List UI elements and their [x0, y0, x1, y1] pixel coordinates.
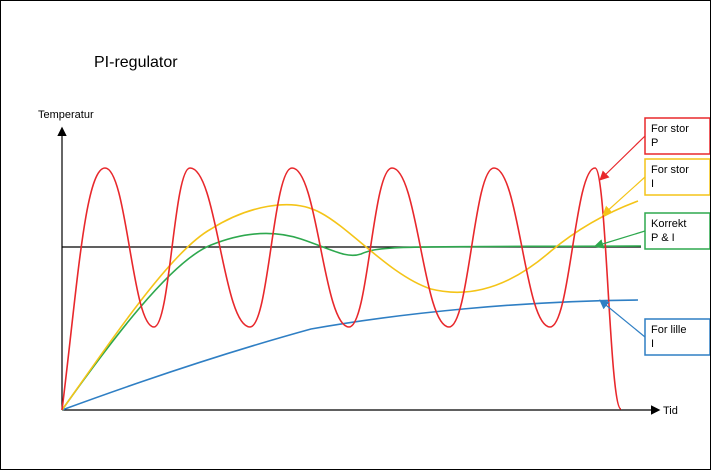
pointer-arrow-blue [599, 299, 646, 338]
label-for-stor-p-line2: P [651, 137, 658, 149]
label-for-lille-i-line1: For lille [651, 324, 686, 336]
label-box-for-stor-p: For stor P [644, 117, 710, 155]
y-axis-label: Temperatur [38, 109, 94, 121]
pointer-arrow-yellow [602, 176, 646, 216]
curve-for-stor-p [61, 167, 622, 411]
label-box-korrekt: Korrekt P & I [644, 212, 710, 250]
label-korrekt-line1: Korrekt [651, 218, 686, 230]
curve-korrekt-p-i [61, 232, 642, 411]
pointer-arrow-green [593, 230, 646, 249]
label-for-stor-p-line1: For stor [651, 123, 689, 135]
label-for-lille-i-line2: I [651, 338, 654, 350]
label-box-for-lille-i: For lille I [644, 318, 710, 356]
label-for-stor-i-line1: For stor [651, 164, 689, 176]
label-korrekt-line2: P & I [651, 232, 675, 244]
label-box-for-stor-i: For stor I [644, 158, 710, 196]
x-axis-label: Tid [663, 405, 678, 417]
diagram-title: PI-regulator [94, 54, 178, 71]
pointer-arrow-red [599, 135, 646, 181]
curve-for-lille-i [61, 299, 639, 411]
label-for-stor-i-line2: I [651, 178, 654, 190]
